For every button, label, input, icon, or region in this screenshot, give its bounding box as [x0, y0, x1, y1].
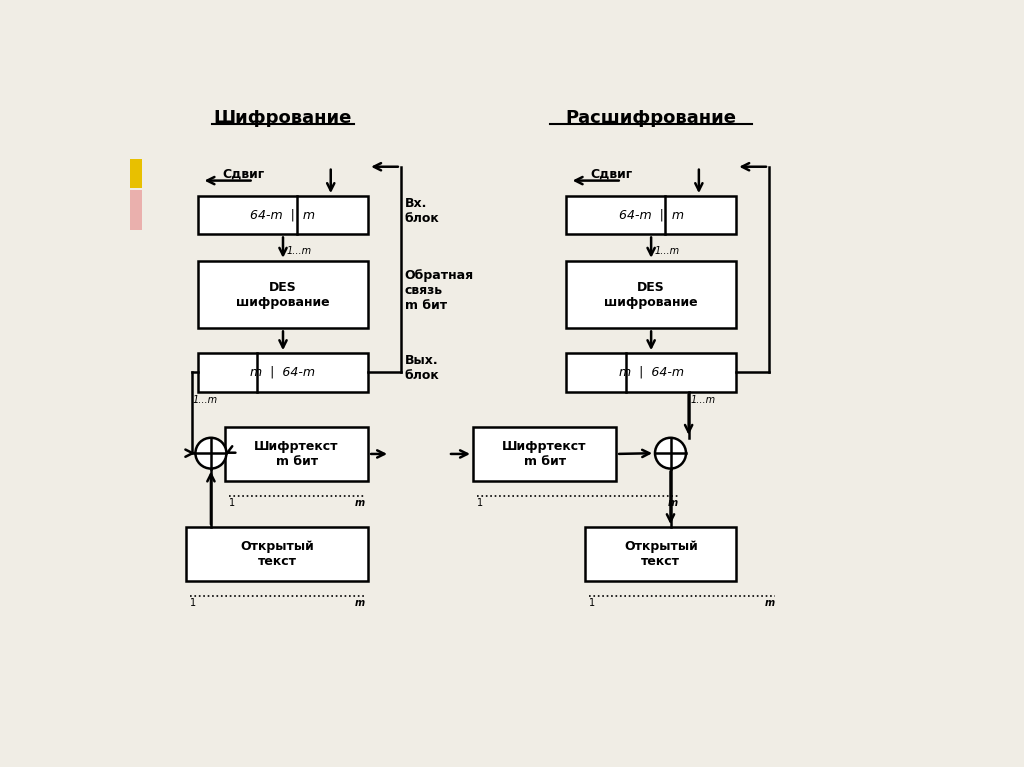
- Text: 1...m: 1...m: [287, 246, 312, 256]
- Bar: [225, 427, 369, 481]
- Text: Сдвиг: Сдвиг: [591, 168, 633, 181]
- Text: m: m: [354, 598, 365, 608]
- Text: Шифрование: Шифрование: [214, 109, 352, 127]
- Text: 1: 1: [589, 598, 595, 608]
- Bar: [198, 261, 369, 328]
- Text: Вых.
блок: Вых. блок: [404, 354, 439, 383]
- Text: 1: 1: [477, 498, 483, 508]
- Bar: [566, 196, 736, 235]
- Bar: [130, 159, 142, 188]
- Text: Вх.
блок: Вх. блок: [404, 197, 439, 225]
- Text: 1...m: 1...m: [691, 395, 716, 405]
- Text: 1...m: 1...m: [655, 246, 680, 256]
- Circle shape: [655, 438, 686, 469]
- Text: 1: 1: [190, 598, 197, 608]
- Text: Открытый
текст: Открытый текст: [241, 540, 314, 568]
- Bar: [566, 353, 736, 392]
- Bar: [473, 427, 616, 481]
- Text: 64-m  |  m: 64-m | m: [618, 209, 684, 222]
- Text: Шифртекст
m бит: Шифртекст m бит: [254, 440, 339, 468]
- Bar: [198, 353, 369, 392]
- Text: 1...m: 1...m: [193, 395, 217, 405]
- Text: m: m: [354, 498, 365, 508]
- Text: 1: 1: [228, 498, 234, 508]
- Bar: [566, 261, 736, 328]
- Text: Расшифрование: Расшифрование: [565, 109, 736, 127]
- Bar: [186, 527, 369, 581]
- Bar: [586, 527, 736, 581]
- Text: m: m: [668, 498, 678, 508]
- Bar: [198, 196, 369, 235]
- Text: Обратная
связь
m бит: Обратная связь m бит: [404, 269, 474, 312]
- Text: DES
шифрование: DES шифрование: [604, 281, 698, 308]
- Text: Открытый
текст: Открытый текст: [624, 540, 697, 568]
- Circle shape: [196, 438, 226, 469]
- Bar: [130, 189, 142, 230]
- Text: DES
шифрование: DES шифрование: [237, 281, 330, 308]
- Text: m  |  64-m: m | 64-m: [618, 366, 684, 379]
- Text: Шифртекст
m бит: Шифртекст m бит: [503, 440, 587, 468]
- Text: m  |  64-m: m | 64-m: [251, 366, 315, 379]
- Text: 64-m  |  m: 64-m | m: [251, 209, 315, 222]
- Text: m: m: [765, 598, 775, 608]
- Text: Сдвиг: Сдвиг: [222, 168, 264, 181]
